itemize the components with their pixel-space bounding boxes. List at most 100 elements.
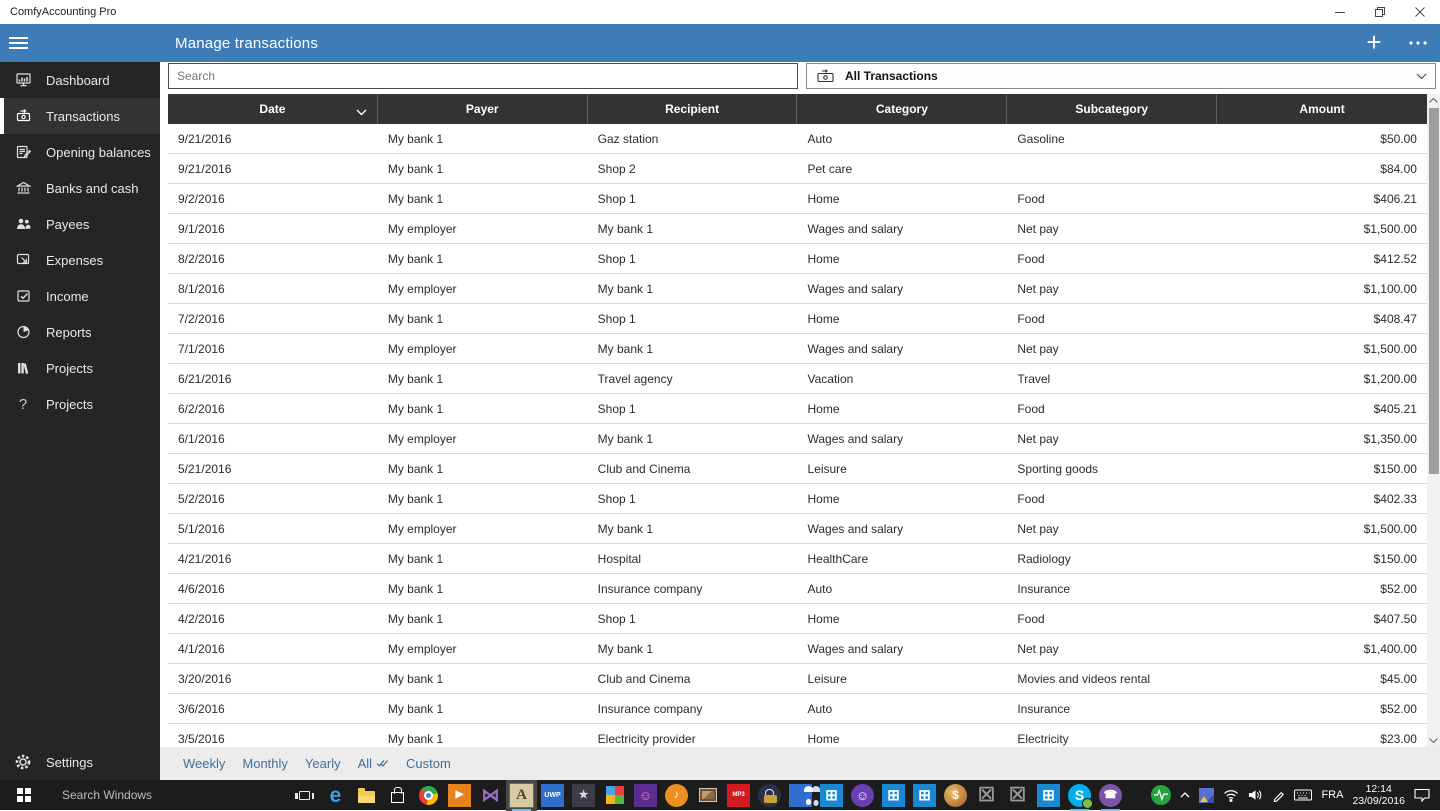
media-player-icon[interactable]: ▶ xyxy=(448,784,471,807)
sidebar-item-expenses[interactable]: Expenses xyxy=(0,242,160,278)
filter-monthly[interactable]: Monthly xyxy=(242,756,288,771)
sidebar-item-settings[interactable]: Settings xyxy=(0,744,160,780)
smiley-app-icon[interactable]: ☺ xyxy=(851,784,874,807)
windows-app-icon-2[interactable]: ⊞ xyxy=(882,784,905,807)
tray-app-icon[interactable] xyxy=(1199,788,1214,803)
minimize-button[interactable] xyxy=(1320,0,1360,24)
sidebar-item-dashboard[interactable]: Dashboard xyxy=(0,62,160,98)
column-header-payer[interactable]: Payer xyxy=(378,94,588,124)
windows-app-icon[interactable]: ⊞ xyxy=(820,784,843,807)
sidebar-item-opening-balances[interactable]: Opening balances xyxy=(0,134,160,170)
column-header-date[interactable]: Date xyxy=(168,94,378,124)
chrome-icon[interactable] xyxy=(417,784,440,807)
start-button[interactable] xyxy=(0,780,48,810)
sidebar-item-transactions[interactable]: Transactions xyxy=(0,98,160,134)
more-options-button[interactable] xyxy=(1396,24,1440,62)
filter-all[interactable]: All xyxy=(358,756,389,771)
store-icon[interactable] xyxy=(386,784,409,807)
windows-app-icon-3[interactable]: ⊞ xyxy=(913,784,936,807)
add-transaction-button[interactable]: + xyxy=(1352,24,1396,62)
people-app-icon[interactable] xyxy=(789,784,812,807)
sidebar-item-projects[interactable]: Projects xyxy=(0,350,160,386)
cell-recipient: Shop 1 xyxy=(588,604,798,633)
bell-app-icon[interactable]: ♪ xyxy=(665,784,688,807)
viber-icon[interactable]: ☎ xyxy=(1099,784,1122,807)
keyboard-icon[interactable] xyxy=(1294,789,1312,801)
cell-recipient: Shop 1 xyxy=(588,244,798,273)
visual-studio-icon[interactable]: ⋈ xyxy=(479,784,502,807)
star-app-icon[interactable]: ★ xyxy=(572,784,595,807)
filter-custom[interactable]: Custom xyxy=(406,756,451,771)
hamburger-menu-icon[interactable] xyxy=(0,24,48,62)
column-header-amount[interactable]: Amount xyxy=(1217,94,1427,124)
antivirus-tray-icon[interactable] xyxy=(1151,785,1171,805)
emoji-app-icon[interactable]: ☺ xyxy=(634,784,657,807)
title-bar: ComfyAccounting Pro xyxy=(0,0,1440,24)
column-header-recipient[interactable]: Recipient xyxy=(588,94,798,124)
skype-icon[interactable]: S xyxy=(1068,784,1091,807)
edge-icon[interactable]: e xyxy=(324,784,347,807)
dashboard-icon xyxy=(0,72,46,88)
pen-icon[interactable] xyxy=(1272,789,1285,802)
cell-recipient: Shop 2 xyxy=(588,154,798,183)
column-header-subcategory[interactable]: Subcategory xyxy=(1007,94,1217,124)
sidebar-item-payees[interactable]: Payees xyxy=(0,206,160,242)
windows-app-icon-4[interactable]: ⊞ xyxy=(1037,784,1060,807)
coin-app-icon[interactable]: $ xyxy=(944,784,967,807)
scrollbar-up-arrow[interactable] xyxy=(1427,94,1440,107)
scrollbar-down-arrow[interactable] xyxy=(1427,734,1440,747)
vertical-scrollbar[interactable] xyxy=(1427,94,1440,747)
column-header-category[interactable]: Category xyxy=(797,94,1007,124)
cell-payer: My bank 1 xyxy=(378,694,588,723)
restore-button[interactable] xyxy=(1360,0,1400,24)
transactions-filter-dropdown[interactable]: All Transactions xyxy=(806,63,1436,89)
volume-icon[interactable] xyxy=(1248,789,1263,801)
taskbar-search[interactable]: Search Windows xyxy=(48,788,293,802)
sidebar-item-banks-and-cash[interactable]: Banks and cash xyxy=(0,170,160,206)
file-explorer-icon[interactable] xyxy=(355,784,378,807)
tiles-app-icon[interactable] xyxy=(603,784,626,807)
lock-app-icon[interactable] xyxy=(758,784,781,807)
comfyaccounting-app-icon[interactable]: A xyxy=(510,784,533,807)
broken-app-icon-2[interactable]: ☒ xyxy=(1006,784,1029,807)
uwp-app-icon[interactable]: UWP xyxy=(541,784,564,807)
close-button[interactable] xyxy=(1400,0,1440,24)
sidebar-item-income[interactable]: Income xyxy=(0,278,160,314)
filter-weekly[interactable]: Weekly xyxy=(183,756,225,771)
action-center-icon[interactable] xyxy=(1414,788,1430,802)
filter-yearly[interactable]: Yearly xyxy=(305,756,341,771)
scrollbar-thumb[interactable] xyxy=(1429,108,1439,474)
photos-app-icon[interactable] xyxy=(696,784,719,807)
mp3-app-icon[interactable]: MP3 xyxy=(727,784,750,807)
broken-app-icon[interactable]: ☒ xyxy=(975,784,998,807)
tray-expand-chevron-icon[interactable] xyxy=(1180,792,1190,798)
search-input[interactable] xyxy=(168,63,798,89)
task-view-icon[interactable] xyxy=(293,784,316,807)
wifi-icon[interactable] xyxy=(1223,789,1239,802)
language-indicator[interactable]: FRA xyxy=(1321,789,1343,801)
taskbar-clock[interactable]: 12:14 23/09/2016 xyxy=(1352,783,1405,807)
sidebar-item-projects-2[interactable]: ? Projects xyxy=(0,386,160,422)
sidebar-item-reports[interactable]: Reports xyxy=(0,314,160,350)
